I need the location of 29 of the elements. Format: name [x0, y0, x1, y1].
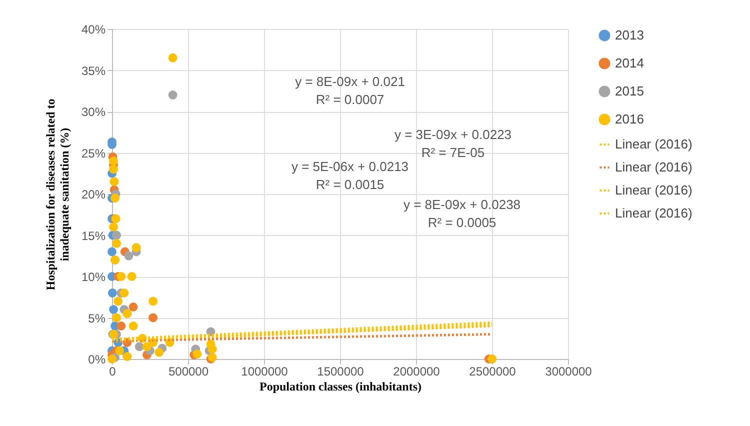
- x-tick-label: 0: [109, 364, 116, 378]
- legend-label: 2015: [615, 84, 644, 98]
- legend-label: Linear (2016): [615, 206, 692, 220]
- y-tick-label: 5%: [88, 311, 106, 326]
- annotation: y = 8E-09x + 0.0238 R² = 0.0005: [403, 197, 521, 230]
- legend-label: Linear (2016): [615, 136, 692, 152]
- y-tick-label: 0%: [88, 352, 106, 366]
- y-tick-label: 35%: [81, 64, 106, 78]
- y-tick-label: 40%: [81, 22, 106, 36]
- legend-label: 2016: [615, 112, 644, 126]
- legend-label: 2013: [615, 28, 644, 42]
- x-tick-label: 1000000: [241, 364, 288, 378]
- y-axis-title: Hospitalization for diseases related to inadequate sanitation (%): [43, 98, 72, 290]
- legend-label: 2014: [615, 56, 644, 70]
- x-axis-title: Population classes (inhabitants): [259, 380, 422, 394]
- x-tick-label: 1500000: [317, 364, 364, 378]
- x-tick-label: 2500000: [469, 364, 516, 378]
- y-tick-label: 30%: [81, 105, 106, 119]
- legend-label: Linear (2016): [615, 160, 692, 174]
- x-tick-label: 3000000: [545, 364, 592, 378]
- y-tick-label: 15%: [81, 228, 106, 243]
- y-tick-label: 25%: [81, 146, 106, 160]
- y-tick-label: 10%: [81, 270, 106, 284]
- legend-label: Linear (2016): [615, 182, 692, 198]
- x-tick-label: 2000000: [393, 364, 440, 378]
- x-tick-label: 500000: [168, 364, 209, 378]
- annotation: y = 8E-09x + 0.021 R² = 0.0007: [295, 74, 405, 107]
- y-tick-label: 20%: [81, 188, 106, 202]
- annotation: y = 3E-09x + 0.0223 R² = 7E-05: [394, 127, 512, 160]
